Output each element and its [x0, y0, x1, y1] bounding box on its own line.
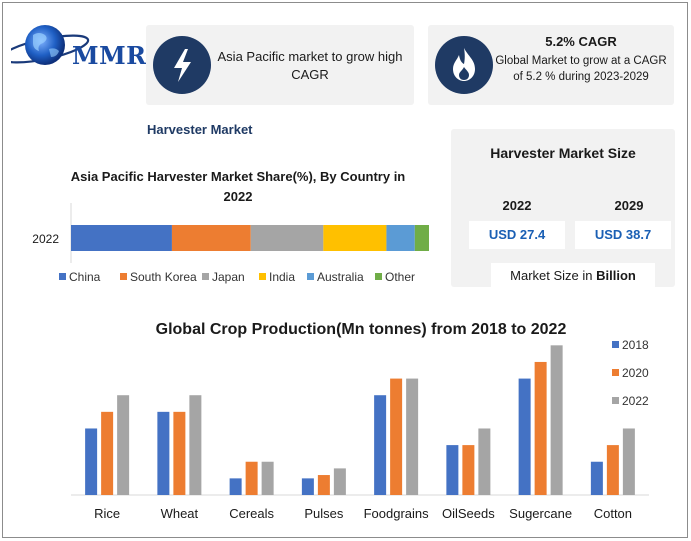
share-bar-australia [386, 225, 415, 251]
market-size-title: Harvester Market Size [490, 145, 636, 161]
share-bar-other [414, 225, 429, 251]
market-name: Harvester Market [147, 122, 253, 137]
crop-bar-sugercane-2018 [518, 378, 531, 495]
crop-bar-rice-2018 [85, 428, 98, 495]
crop-bar-sugercane-2022 [550, 345, 563, 495]
share-bar-india [323, 225, 387, 251]
globe-logo-icon [0, 25, 90, 65]
crop-legend-swatch [612, 341, 619, 348]
crop-legend-label: 2018 [622, 338, 649, 352]
year-2022-label: 2022 [502, 198, 532, 213]
crop-chart: Rice Wheat Cereals Pulses Foodgrains OilSeeds… [71, 338, 649, 521]
share-legend-swatch [59, 273, 66, 280]
crop-bar-sugercane-2020 [534, 361, 547, 495]
cagr-title: 5.2% CAGR [545, 34, 617, 49]
crop-chart-title: Global Crop Production(Mn tonnes) from 2… [155, 321, 567, 338]
share-chart-title: Asia Pacific Harvester Market Share(%), … [70, 169, 406, 204]
crop-bar-wheat-2020 [173, 411, 186, 495]
share-chart: 2022 China South Korea Japan India Australia O… [32, 203, 429, 284]
share-legend-swatch [375, 273, 382, 280]
value-2029: USD 38.7 [575, 221, 671, 249]
share-legend-label: China [69, 270, 101, 284]
share-bar-japan [250, 225, 324, 251]
crop-category-label: Rice [94, 506, 120, 521]
crop-bar-foodgrains-2022 [406, 378, 419, 495]
crop-category-label: Cereals [229, 506, 274, 521]
share-legend-label: South Korea [130, 270, 197, 284]
mmr-logo: MMR [0, 21, 146, 77]
crop-bar-pulses-2020 [317, 475, 330, 495]
value-2022: USD 27.4 [469, 221, 565, 249]
crop-bar-cereals-2020 [245, 461, 258, 495]
market-size-unit: Market Size in Billion [491, 263, 655, 287]
crop-bar-cotton-2018 [590, 461, 603, 495]
crop-legend-label: 2020 [622, 366, 649, 380]
unit-bold: Billion [596, 268, 636, 283]
share-legend-swatch [202, 273, 209, 280]
asia-pacific-text: Asia Pacific market to grow high CAGR [217, 49, 403, 82]
crop-bar-cereals-2022 [261, 461, 274, 495]
asia-pacific-card: Asia Pacific market to grow high CAGR [146, 25, 414, 105]
crop-bar-wheat-2022 [189, 395, 202, 495]
logo-text: MMR [72, 41, 147, 70]
crop-legend-label: 2022 [622, 394, 649, 408]
year-2029-label: 2029 [614, 198, 644, 213]
crop-bar-cotton-2020 [606, 445, 619, 495]
crop-bar-rice-2022 [117, 395, 130, 495]
crop-bar-wheat-2018 [157, 411, 170, 495]
crop-bar-oilseeds-2018 [446, 445, 459, 495]
share-legend-label: Japan [212, 270, 245, 284]
crop-category-label: Sugercane [509, 506, 572, 521]
lightning-icon [153, 36, 211, 94]
crop-category-label: Cotton [594, 506, 632, 521]
share-legend-swatch [259, 273, 266, 280]
cagr-card: 5.2% CAGR Global Market to grow at a CAG… [428, 25, 674, 105]
crop-category-label: Foodgrains [364, 506, 430, 521]
share-legend-label: Australia [317, 270, 364, 284]
crop-category-label: Wheat [161, 506, 199, 521]
share-legend-label: India [269, 270, 295, 284]
share-bar-south-korea [171, 225, 251, 251]
crop-bar-oilseeds-2020 [462, 445, 475, 495]
crop-bar-oilseeds-2022 [478, 428, 491, 495]
share-legend-swatch [120, 273, 127, 280]
unit-prefix: Market Size in [510, 268, 597, 283]
crop-bar-cereals-2018 [229, 478, 242, 495]
crop-bar-rice-2020 [101, 411, 114, 495]
share-legend-label: Other [385, 270, 415, 284]
crop-bar-foodgrains-2018 [374, 395, 387, 495]
crop-legend-swatch [612, 369, 619, 376]
crop-bar-pulses-2022 [333, 468, 346, 495]
cagr-text: Global Market to grow at a CAGR of 5.2 %… [495, 55, 667, 83]
share-category-label: 2022 [32, 232, 59, 246]
crop-bar-foodgrains-2020 [390, 378, 403, 495]
crop-legend-swatch [612, 397, 619, 404]
crop-bar-cotton-2022 [622, 428, 635, 495]
share-legend-swatch [307, 273, 314, 280]
crop-category-label: Pulses [304, 506, 344, 521]
flame-icon [435, 36, 493, 94]
crop-bar-pulses-2018 [301, 478, 314, 495]
market-size-card: Harvester Market Size 2022 2029 USD 27.4… [451, 129, 675, 287]
share-bar-china [71, 225, 172, 251]
crop-category-label: OilSeeds [442, 506, 495, 521]
